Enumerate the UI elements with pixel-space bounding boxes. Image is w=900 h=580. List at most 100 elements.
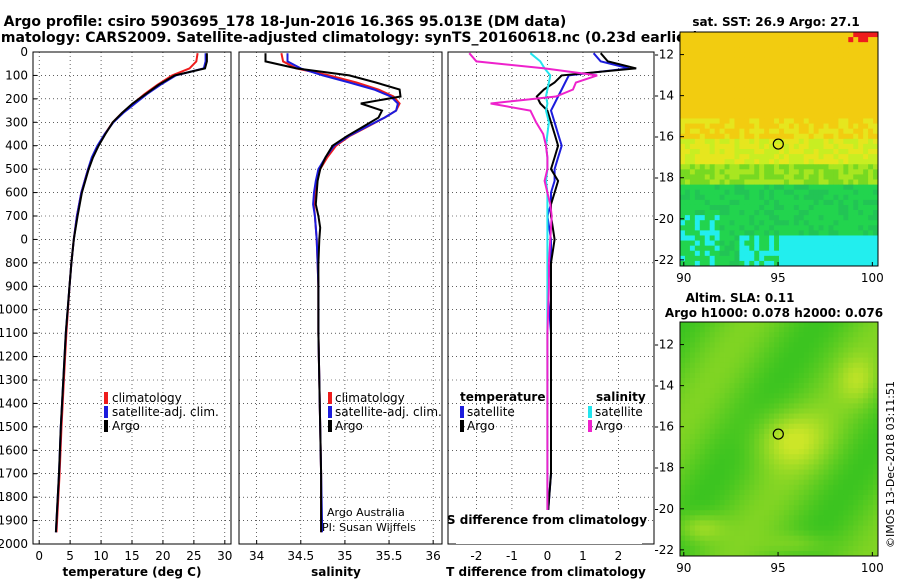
- map-cell: [798, 210, 805, 216]
- map-cell: [848, 93, 854, 99]
- map-cell: [848, 342, 854, 348]
- map-cell: [744, 164, 750, 170]
- map-cell: [793, 154, 800, 160]
- map-cell: [709, 520, 716, 526]
- map-cell: [808, 327, 815, 333]
- map-cell: [714, 77, 720, 84]
- map-cell: [808, 62, 815, 69]
- map-cell: [803, 352, 810, 359]
- map-cell: [868, 474, 874, 481]
- map-cell: [808, 250, 815, 257]
- map-cell: [734, 510, 740, 516]
- y-tick-label: 1900: [0, 514, 28, 528]
- map-cell: [783, 42, 790, 48]
- map-cell: [803, 143, 810, 150]
- map-cell: [749, 230, 755, 236]
- map-cell: [764, 505, 770, 511]
- map-cell: [838, 530, 844, 537]
- map-cell: [818, 199, 824, 206]
- map-cell: [744, 143, 750, 150]
- map-cell: [828, 260, 834, 267]
- map-cell: [833, 505, 839, 511]
- map-cell: [873, 474, 879, 481]
- map-cell: [843, 459, 849, 465]
- map-cell: [769, 500, 775, 506]
- map-cell: [788, 82, 795, 89]
- map-cell: [863, 204, 869, 211]
- map-cell: [734, 484, 740, 491]
- map-cell: [724, 347, 730, 353]
- map-cell: [779, 383, 785, 389]
- map-cell: [858, 47, 864, 53]
- map-cell: [818, 449, 824, 455]
- map-cell: [689, 93, 696, 99]
- map-cell: [848, 103, 854, 109]
- map-cell: [729, 103, 735, 109]
- map-cell: [833, 357, 839, 364]
- map-cell: [858, 337, 864, 343]
- map-cell: [769, 505, 775, 511]
- map-cell: [873, 500, 879, 506]
- map-cell: [769, 327, 775, 333]
- map-cell: [793, 327, 800, 333]
- map-cell: [754, 87, 760, 94]
- map-cell: [699, 143, 706, 150]
- map-cell: [833, 154, 839, 160]
- map-cell: [719, 393, 725, 399]
- map-cell: [684, 138, 691, 145]
- map-cell: [680, 57, 686, 63]
- map-cell: [808, 194, 815, 201]
- map-cell: [754, 235, 760, 241]
- map-cell: [734, 37, 740, 43]
- map-cell: [734, 250, 740, 257]
- map-cell: [754, 103, 760, 109]
- map-cell: [724, 108, 730, 114]
- map-cell: [694, 215, 701, 221]
- map-cell: [719, 489, 725, 496]
- map-cell: [858, 82, 864, 89]
- map-cell: [749, 62, 755, 69]
- map-cell: [833, 204, 839, 211]
- map-cell: [684, 42, 691, 48]
- map-cell: [704, 133, 711, 140]
- map-cell: [873, 230, 879, 236]
- map-cell: [813, 367, 819, 374]
- map-cell: [704, 459, 711, 465]
- map-cell: [798, 204, 805, 211]
- map-cell: [680, 154, 686, 160]
- map-cell: [769, 408, 775, 414]
- map-cell: [858, 423, 864, 430]
- map-cell: [833, 372, 839, 379]
- map-cell: [848, 322, 854, 328]
- map-cell: [823, 199, 829, 206]
- map-cell: [858, 189, 864, 196]
- map-cell: [873, 377, 879, 384]
- map-cell: [694, 220, 701, 226]
- map-cell: [694, 530, 701, 537]
- map-cell: [764, 433, 770, 440]
- map-cell: [783, 62, 790, 69]
- map-cell: [853, 428, 859, 435]
- map-cell: [813, 204, 819, 211]
- map-cell: [808, 260, 815, 267]
- map-cell: [803, 255, 810, 262]
- map-cell: [813, 362, 819, 369]
- map-cell: [694, 367, 701, 374]
- map-cell: [694, 474, 701, 481]
- map-cell: [754, 204, 760, 211]
- map-cell: [709, 260, 716, 267]
- map-cell: [803, 240, 810, 247]
- map-cell: [764, 428, 770, 435]
- map-cell: [853, 118, 859, 124]
- map-cell: [828, 525, 834, 531]
- map-cell: [699, 67, 706, 74]
- map-cell: [858, 393, 864, 399]
- map-cell: [709, 118, 716, 124]
- map-cell: [739, 255, 745, 262]
- map-cell: [749, 459, 755, 465]
- map-cell: [734, 225, 740, 231]
- map-cell: [739, 128, 745, 135]
- map-cell: [803, 469, 810, 476]
- map-cell: [863, 194, 869, 201]
- map-cell: [744, 204, 750, 211]
